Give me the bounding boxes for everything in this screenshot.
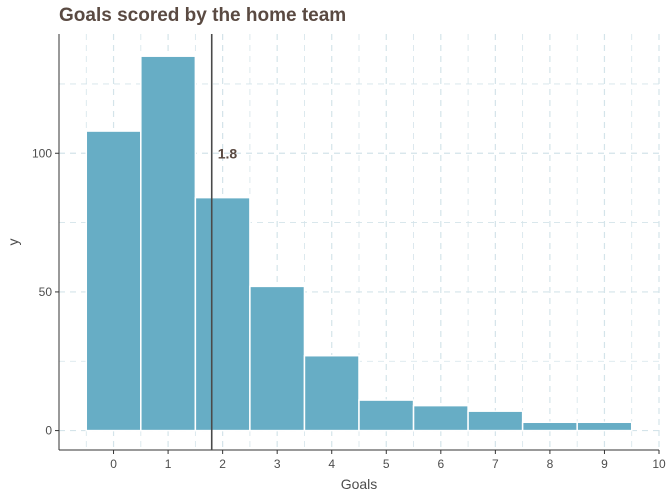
x-tick-label: 8 bbox=[547, 457, 554, 471]
x-tick-label: 1 bbox=[165, 457, 172, 471]
bar-goals-2 bbox=[194, 196, 251, 432]
x-tick-label: 6 bbox=[437, 457, 444, 471]
x-tick-label: 4 bbox=[328, 457, 335, 471]
x-tick-label: 5 bbox=[383, 457, 390, 471]
x-ticks: 0 1 2 3 4 5 6 7 8 9 10 bbox=[110, 450, 666, 471]
bar-goals-0 bbox=[85, 130, 142, 432]
bar-goals-5 bbox=[358, 399, 415, 432]
x-tick-label: 0 bbox=[110, 457, 117, 471]
bar-goals-9 bbox=[576, 421, 633, 432]
x-tick-label: 3 bbox=[274, 457, 281, 471]
y-axis-title: y bbox=[5, 239, 21, 246]
mean-marker: 1.8 bbox=[210, 34, 238, 450]
bar-goals-7 bbox=[467, 410, 524, 432]
bar-goals-1 bbox=[140, 55, 197, 432]
y-ticks: 0 50 100 bbox=[32, 146, 59, 438]
y-tick-label: 50 bbox=[39, 285, 53, 299]
y-tick-label: 100 bbox=[32, 146, 52, 160]
bar-goals-3 bbox=[249, 285, 306, 432]
chart-title: Goals scored by the home team bbox=[59, 5, 347, 26]
x-tick-label: 7 bbox=[492, 457, 499, 471]
bar-goals-6 bbox=[412, 404, 469, 432]
x-tick-label: 2 bbox=[219, 457, 226, 471]
x-tick-label: 9 bbox=[601, 457, 608, 471]
y-tick-label: 0 bbox=[45, 424, 52, 438]
bars bbox=[85, 55, 633, 432]
x-axis-title: Goals bbox=[341, 476, 378, 492]
axes bbox=[58, 34, 659, 451]
bar-goals-4 bbox=[303, 354, 360, 432]
mean-label: 1.8 bbox=[218, 145, 238, 161]
x-tick-label: 10 bbox=[652, 457, 666, 471]
bar-goals-8 bbox=[521, 421, 578, 432]
